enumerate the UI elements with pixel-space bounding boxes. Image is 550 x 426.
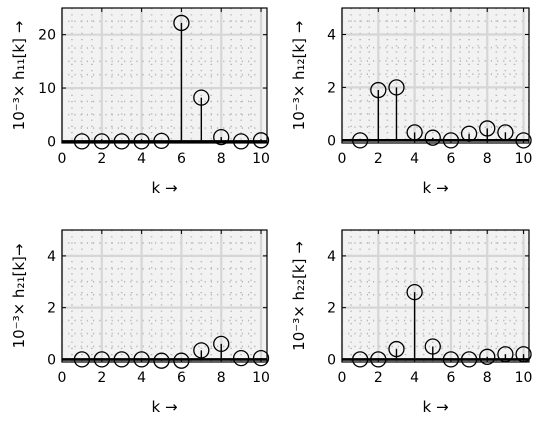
- stem-marker: [133, 133, 150, 150]
- stem-marker: [153, 132, 170, 150]
- stem-marker: [252, 132, 270, 149]
- y-tick-label: 20: [38, 28, 56, 44]
- y-tick-label: 2: [327, 301, 336, 317]
- x-tick-label: 2: [97, 370, 106, 386]
- y-axis-label: 10⁻³× h₂₁[k]→: [10, 244, 28, 349]
- stem-marker: [460, 351, 478, 368]
- stem-marker: [252, 349, 270, 367]
- stem-marker: [352, 132, 369, 149]
- y-tick-label: 4: [47, 249, 56, 265]
- y-tick-label: 4: [327, 249, 336, 265]
- stem-marker: [370, 81, 387, 99]
- x-tick-label: 2: [374, 151, 383, 167]
- x-tick-label: 8: [483, 370, 492, 386]
- x-tick-label: 4: [137, 151, 146, 167]
- subplot-1: 0 2 4 6 8 10 0 10 20 k → 10⁻³× h₁₁[k] →: [10, 7, 270, 197]
- plot-background: [342, 230, 529, 362]
- stem-marker: [388, 340, 405, 358]
- plot-frame: [61, 229, 268, 363]
- plot-background: [62, 8, 267, 143]
- stem-marker: [193, 342, 210, 359]
- plot-frame: [341, 7, 530, 144]
- stem-marker: [352, 351, 369, 368]
- plot-background: [342, 8, 529, 143]
- stem-marker: [173, 14, 190, 32]
- stem-marker: [93, 351, 110, 368]
- x-tick-label: 10: [515, 370, 533, 386]
- stem-marker: [193, 89, 210, 106]
- x-tick-label: 6: [177, 151, 186, 167]
- stem-marker: [479, 348, 496, 365]
- x-tick-label: 8: [483, 151, 492, 167]
- stem-marker: [133, 351, 150, 368]
- stem-marker: [460, 125, 478, 142]
- stem-marker: [424, 338, 441, 355]
- plot-background: [62, 230, 267, 362]
- x-tick-label: 2: [97, 151, 106, 167]
- x-axis-label: k →: [151, 398, 177, 416]
- x-tick-label: 0: [58, 370, 67, 386]
- y-tick-label: 0: [327, 352, 336, 368]
- stem-marker: [406, 283, 423, 301]
- x-axis-label: k →: [422, 398, 448, 416]
- x-axis-label: k →: [151, 179, 177, 197]
- x-tick-label: 10: [252, 370, 270, 386]
- stem-marker: [232, 349, 250, 367]
- y-tick-label: 0: [327, 133, 336, 149]
- stem-marker: [497, 124, 514, 141]
- plot-frame: [341, 229, 530, 363]
- y-tick-label: 0: [47, 352, 56, 368]
- stem-marker: [113, 133, 130, 150]
- stem-marker: [515, 132, 532, 149]
- y-tick-label: 10: [38, 81, 56, 97]
- x-tick-label: 4: [410, 370, 419, 386]
- y-axis-label: 10⁻³× h₁₁[k] →: [10, 21, 28, 131]
- stem-marker: [388, 79, 405, 96]
- x-tick-label: 6: [446, 151, 455, 167]
- x-tick-label: 0: [58, 151, 67, 167]
- stem-marker: [173, 352, 190, 369]
- x-tick-label: 10: [515, 151, 533, 167]
- x-tick-label: 4: [410, 151, 419, 167]
- y-tick-label: 0: [47, 134, 56, 150]
- x-tick-label: 4: [137, 370, 146, 386]
- stem-marker: [213, 335, 230, 353]
- plot-frame: [61, 7, 268, 144]
- stem-marker: [113, 351, 130, 368]
- stem-marker: [424, 129, 441, 146]
- x-tick-label: 8: [217, 151, 226, 167]
- x-tick-label: 2: [374, 370, 383, 386]
- y-tick-label: 4: [327, 27, 336, 43]
- x-tick-label: 8: [217, 370, 226, 386]
- x-tick-label: 6: [177, 370, 186, 386]
- y-axis-label: 10⁻³× h₂₂[k] →: [290, 241, 308, 351]
- stem-marker: [213, 128, 230, 146]
- stem-marker: [442, 132, 460, 149]
- subplot-3: 0 2 4 6 8 10 0 2 4 k → 10⁻³× h₂₁[k]→: [10, 229, 270, 416]
- stem-marker: [232, 133, 250, 150]
- y-tick-label: 2: [47, 301, 56, 317]
- y-tick-label: 2: [327, 80, 336, 96]
- stem-marker: [479, 120, 496, 137]
- stem-marker: [73, 351, 91, 368]
- x-tick-label: 0: [338, 151, 347, 167]
- stem-marker: [73, 133, 91, 150]
- stem-marker: [153, 352, 170, 369]
- x-axis-label: k →: [422, 179, 448, 197]
- x-tick-label: 0: [338, 370, 347, 386]
- y-axis-label: 10⁻³× h₁₂[k] →: [290, 21, 308, 131]
- x-tick-label: 10: [252, 151, 270, 167]
- stem-marker: [93, 133, 110, 150]
- stem-marker: [370, 351, 387, 368]
- x-tick-label: 6: [446, 370, 455, 386]
- stem-marker: [442, 351, 460, 368]
